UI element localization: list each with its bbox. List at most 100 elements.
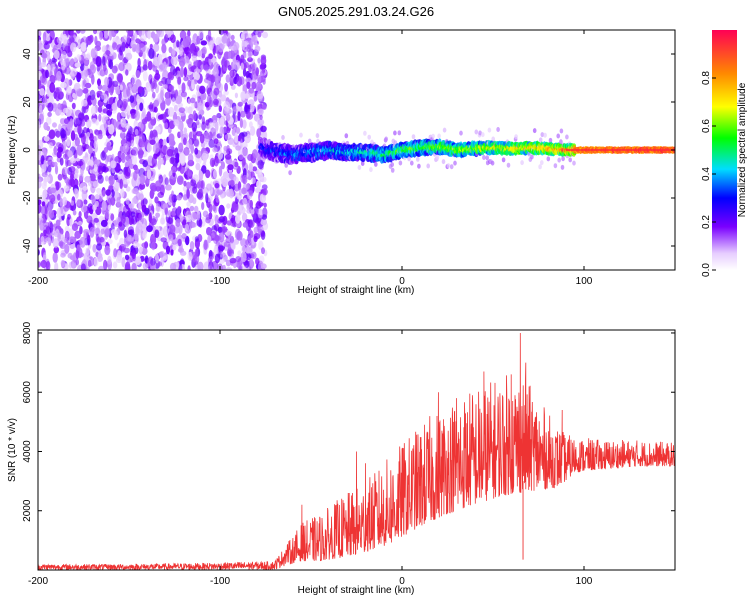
heatmap-cell: [234, 92, 238, 99]
heatmap-cell: [47, 102, 54, 112]
heatmap-cell: [192, 197, 197, 205]
heatmap-cell: [59, 228, 64, 236]
heatmap-cell: [139, 43, 145, 48]
heatmap-cell: [42, 221, 50, 228]
heatmap-cell: [89, 89, 96, 101]
heatmap-cell: [154, 229, 160, 238]
heatmap-cell: [201, 152, 208, 161]
heatmap-cell: [102, 190, 106, 197]
heatmap-cell: [258, 255, 265, 264]
heatmap-cell: [137, 150, 144, 156]
heatmap-cell: [242, 197, 248, 206]
heatmap-cell: [42, 252, 47, 261]
heatmap-cell: [261, 31, 269, 39]
heatmap-cell: [140, 35, 147, 42]
heatmap-cell: [60, 127, 65, 139]
heatmap-cell: [93, 257, 99, 267]
heatmap-cell: [61, 59, 66, 71]
heatmap-cell: [164, 177, 169, 186]
heatmap-cell: [184, 132, 189, 139]
heatmap-cell: [106, 142, 111, 150]
heatmap-cell: [137, 201, 142, 211]
heatmap-cell: [164, 91, 171, 100]
heatmap-cell: [176, 206, 181, 218]
heatmap-cell: [240, 238, 247, 247]
heatmap-cell: [53, 246, 60, 254]
heatmap-cell: [482, 155, 486, 160]
heatmap-cell: [384, 136, 389, 142]
heatmap-cell: [197, 50, 203, 58]
heatmap-cell: [62, 33, 68, 45]
heatmap-cell: [60, 252, 66, 258]
heatmap-cell: [191, 121, 197, 132]
heatmap-cell: [210, 127, 217, 137]
heatmap-cell: [69, 58, 76, 68]
heatmap-cell: [125, 132, 132, 142]
heatmap-cells: [38, 30, 675, 270]
heatmap-cell: [211, 232, 215, 239]
heatmap-cell: [117, 73, 123, 83]
heatmap-cell: [242, 68, 247, 77]
heatmap-cell: [199, 85, 206, 95]
heatmap-cell: [213, 155, 219, 167]
heatmap-cell: [185, 235, 190, 246]
heatmap-cell: [118, 51, 124, 61]
heatmap-cell: [446, 163, 451, 169]
heatmap-cell: [556, 133, 560, 139]
heatmap-cell: [251, 64, 255, 75]
heatmap-cell: [48, 209, 55, 219]
heatmap-cell: [152, 79, 157, 90]
heatmap-cell: [214, 214, 220, 226]
heatmap-cell: [557, 157, 561, 163]
heatmap-cell: [245, 111, 251, 119]
heatmap-cell: [431, 133, 435, 139]
heatmap-cell: [491, 136, 496, 142]
heatmap-cell: [226, 203, 231, 209]
heatmap-cell: [235, 127, 241, 134]
heatmap-cell: [71, 223, 79, 232]
heatmap-cell: [51, 102, 57, 113]
heatmap-cell: [81, 190, 88, 201]
heatmap-cell: [94, 194, 100, 200]
heatmap-cell: [142, 198, 148, 205]
heatmap-cell: [232, 106, 238, 112]
heatmap-cell: [218, 216, 226, 223]
heatmap-cell: [207, 74, 214, 82]
heatmap-cell: [135, 135, 139, 145]
heatmap-cell: [75, 117, 83, 126]
heatmap-cell: [127, 158, 133, 167]
heatmap-cell: [220, 161, 225, 170]
heatmap-cell: [70, 200, 75, 206]
heatmap-cell: [249, 257, 254, 268]
heatmap-cell: [186, 214, 193, 223]
heatmap-cell: [194, 248, 199, 257]
heatmap-cell: [43, 136, 50, 142]
heatmap-cell: [198, 170, 204, 181]
heatmap-cell: [148, 133, 155, 144]
heatmap-cell: [208, 139, 215, 148]
heatmap-cell: [259, 64, 264, 70]
heatmap-cell: [80, 133, 86, 145]
heatmap-cell: [155, 180, 162, 188]
heatmap-cell: [241, 32, 245, 39]
heatmap-cell: [437, 133, 441, 139]
heatmap-cell: [390, 162, 395, 168]
heatmap-cell: [226, 220, 232, 226]
heatmap-cell: [87, 259, 92, 267]
heatmap-cell: [77, 160, 84, 166]
heatmap-cell: [127, 30, 134, 36]
heatmap-cell: [196, 119, 200, 126]
heatmap-cell: [485, 155, 490, 161]
heatmap-cell: [178, 177, 184, 183]
heatmap-cell: [242, 142, 248, 149]
heatmap-cell: [191, 79, 195, 90]
heatmap-cell: [205, 169, 211, 179]
heatmap-cell: [172, 244, 177, 251]
heatmap-cell: [90, 48, 96, 59]
heatmap-cell: [167, 107, 175, 117]
heatmap-cell: [256, 128, 262, 138]
heatmap-cell: [126, 33, 130, 45]
heatmap-cell: [181, 82, 186, 94]
heatmap-cell: [168, 234, 174, 241]
